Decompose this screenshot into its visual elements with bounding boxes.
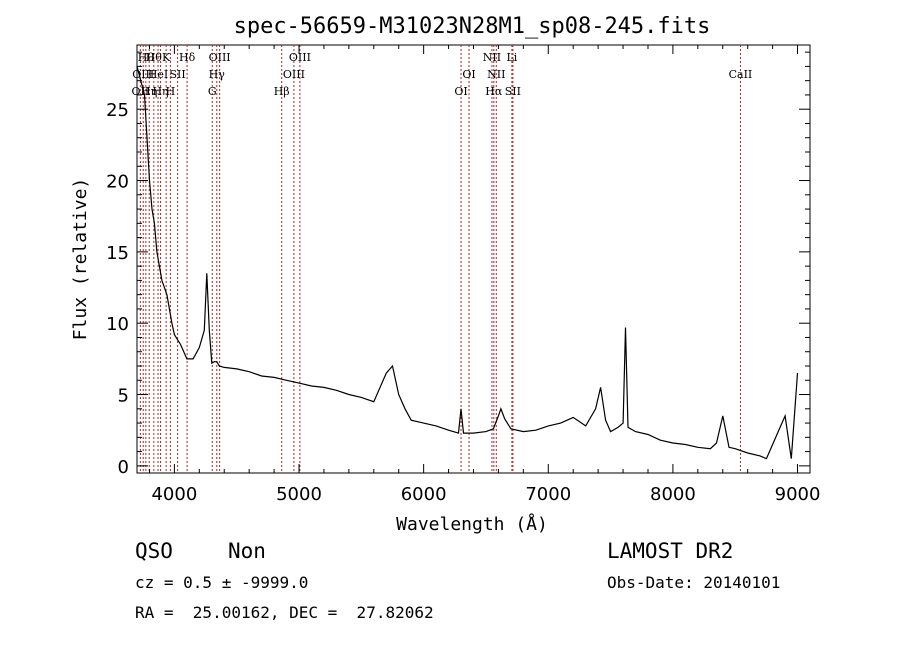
emission-line-label: OIII (209, 51, 231, 64)
x-tick-label: 4000 (151, 484, 197, 505)
emission-line-label: Hθ (146, 51, 163, 64)
emission-line-label: K (162, 51, 171, 64)
emission-line-label: SII (505, 85, 521, 98)
emission-line-label: OIII (283, 68, 305, 81)
y-axis-label: Flux (relative) (70, 178, 91, 341)
emission-line-label: HeI (148, 68, 168, 81)
emission-line-label: Hθ (138, 51, 155, 64)
redshift-info: cz = 0.5 ± -9999.0 (135, 573, 309, 592)
emission-line-label: Li (506, 51, 517, 64)
emission-line-label: OIII (289, 51, 311, 64)
chart-title: spec-56659-M31023N28M1_sp08-245.fits (234, 14, 711, 39)
coordinates: RA = 25.00162, DEC = 27.82062 (135, 603, 434, 622)
y-tick-label: 5 (118, 386, 129, 407)
x-axis: 4000 5000 6000 7000 8000 9000 (148, 45, 821, 505)
x-tick-label: 9000 (775, 484, 821, 505)
emission-lines (139, 45, 741, 473)
emission-line-label: Hγ (209, 68, 226, 81)
x-axis-label: Wavelength (Å) (396, 513, 548, 535)
emission-line-label: OI (462, 68, 475, 81)
emission-line-label: OI (454, 85, 467, 98)
emission-line-label: H (166, 85, 176, 98)
emission-line-label: Hα (485, 85, 503, 98)
line-labels: OIIOIIIHθHηHθHeIHηKHSIIHδGHγOIIIHβOIIIOI… (132, 51, 753, 98)
y-tick-label: 20 (106, 172, 129, 193)
emission-line-label: G (208, 85, 217, 98)
plot-frame (136, 44, 811, 474)
y-tick-label: 25 (106, 100, 129, 121)
x-tick-label: 5000 (276, 484, 322, 505)
emission-line-label: Hδ (179, 51, 196, 64)
emission-line-label: Hη (141, 85, 157, 98)
emission-line-label: NII (487, 68, 505, 81)
emission-line-label: Hη (152, 85, 168, 98)
survey-name: LAMOST DR2 (607, 539, 734, 563)
x-tick-label: 7000 (525, 484, 571, 505)
emission-line-label: SII (170, 68, 186, 81)
y-axis: 0 5 10 15 20 25 (106, 51, 810, 478)
y-tick-label: 10 (106, 314, 129, 335)
y-tick-label: 15 (106, 243, 129, 264)
object-subclass: Non (228, 539, 266, 563)
emission-line-label: Hβ (274, 85, 290, 98)
object-class: QSO (135, 539, 173, 563)
y-tick-label: 0 (118, 457, 129, 478)
x-tick-label: 6000 (401, 484, 447, 505)
emission-line-label: NII (483, 51, 501, 64)
spectrum-line (136, 66, 799, 460)
observation-date: Obs-Date: 20140101 (607, 573, 781, 592)
x-tick-label: 8000 (650, 484, 696, 505)
emission-line-label: CaII (729, 68, 753, 81)
